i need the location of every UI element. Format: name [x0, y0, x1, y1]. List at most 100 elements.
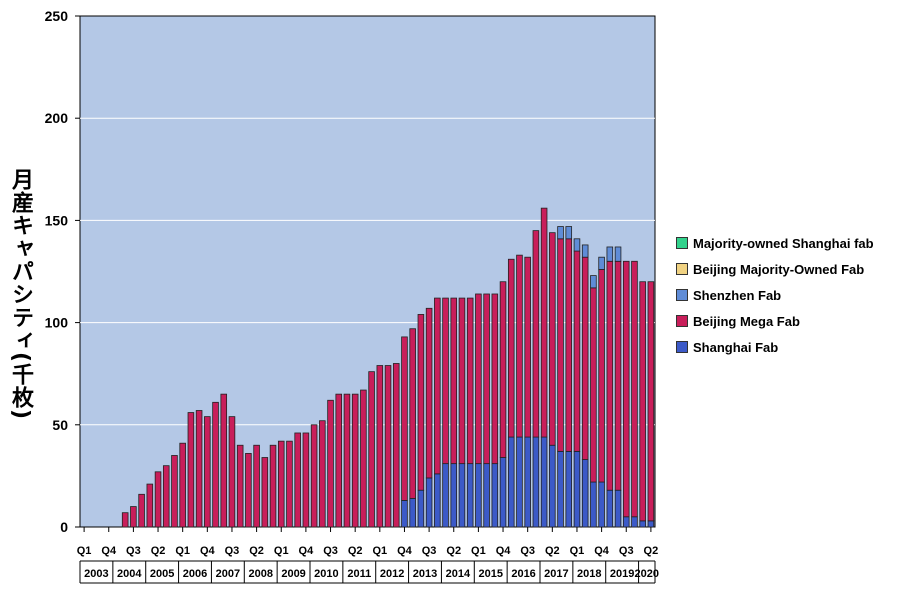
- legend-label: Beijing Majority-Owned Fab: [693, 261, 865, 277]
- bar-segment: [631, 260, 638, 518]
- bar-segment: [401, 500, 408, 528]
- bar-segment: [401, 336, 408, 501]
- year-label: 2005: [150, 568, 174, 580]
- x-tick-label: Q1: [77, 545, 92, 557]
- bar-segment: [269, 444, 277, 528]
- bar-segment: [507, 436, 515, 528]
- bar-segment: [499, 281, 507, 458]
- x-tick-label: Q1: [471, 545, 486, 557]
- bar-segment: [639, 520, 646, 528]
- x-tick-label: Q4: [496, 545, 512, 557]
- legend-swatch: [676, 289, 688, 301]
- bar-segment: [540, 207, 548, 438]
- bar-segment: [466, 463, 474, 528]
- bar-segment: [598, 481, 605, 528]
- bar-segment: [516, 436, 523, 528]
- legend-swatch: [676, 341, 688, 353]
- legend-label: Beijing Mega Fab: [693, 313, 800, 329]
- x-tick-label: Q3: [520, 545, 535, 557]
- bar-segment: [450, 463, 458, 528]
- x-tick-label: Q3: [126, 545, 141, 557]
- x-tick-label: Q2: [644, 545, 659, 557]
- bar-segment: [516, 254, 523, 438]
- bar-segment: [565, 226, 573, 240]
- year-label: 2003: [84, 568, 108, 580]
- bar-segment: [434, 297, 441, 475]
- year-label: 2004: [117, 568, 142, 580]
- bar-segment: [327, 399, 334, 528]
- year-label: 2017: [544, 568, 568, 580]
- x-tick-label: Q4: [397, 545, 413, 557]
- x-tick-label: Q1: [372, 545, 387, 557]
- x-tick-label: Q3: [422, 545, 437, 557]
- bar-segment: [549, 444, 556, 528]
- legend-item: Majority-owned Shanghai fab: [676, 230, 900, 256]
- x-tick-label: Q2: [545, 545, 560, 557]
- bar-segment: [417, 314, 425, 491]
- bar-segment: [368, 371, 375, 528]
- bar-segment: [622, 516, 630, 528]
- bar-segment: [532, 436, 540, 528]
- bar-segment: [647, 520, 655, 528]
- bar-segment: [253, 444, 260, 528]
- x-tick-label: Q2: [151, 545, 166, 557]
- bar-segment: [277, 440, 285, 528]
- bar-segment: [606, 489, 614, 528]
- x-tick-label: Q3: [323, 545, 338, 557]
- bar-segment: [442, 463, 449, 528]
- x-tick-label: Q3: [619, 545, 634, 557]
- bar-segment: [581, 459, 589, 528]
- legend-item: Shanghai Fab: [676, 334, 900, 360]
- bar-segment: [532, 230, 540, 438]
- year-label: 2020: [635, 568, 659, 580]
- bar-segment: [376, 365, 384, 528]
- year-label: 2014: [446, 568, 471, 580]
- bar-segment: [130, 506, 137, 528]
- bar-segment: [540, 436, 548, 528]
- bar-segment: [614, 489, 622, 528]
- bar-segment: [236, 444, 244, 528]
- bar-segment: [261, 457, 269, 528]
- bar-segment: [631, 516, 638, 528]
- bar-segment: [499, 457, 507, 528]
- y-tick-label: 100: [45, 315, 69, 331]
- y-tick-label: 200: [45, 110, 69, 126]
- y-tick-label: 150: [45, 212, 69, 228]
- bar-segment: [491, 463, 499, 528]
- legend-label: Shenzhen Fab: [693, 287, 782, 303]
- bar-segment: [483, 293, 490, 465]
- bar-segment: [483, 463, 490, 528]
- bar-segment: [351, 393, 359, 528]
- bar-segment: [294, 432, 301, 528]
- bar-segment: [590, 287, 597, 483]
- bar-segment: [392, 363, 400, 528]
- bar-segment: [590, 481, 597, 528]
- y-tick-label: 250: [45, 8, 69, 24]
- x-tick-label: Q2: [446, 545, 461, 557]
- legend-item: Shenzhen Fab: [676, 282, 900, 308]
- bar-segment: [228, 416, 236, 528]
- bar-segment: [581, 256, 589, 460]
- bar-segment: [598, 269, 605, 483]
- bar-segment: [573, 450, 581, 528]
- bar-segment: [409, 497, 416, 528]
- legend-swatch: [676, 263, 688, 275]
- bar-segment: [220, 393, 228, 528]
- bar-segment: [491, 293, 499, 465]
- bar-segment: [425, 477, 433, 528]
- bar-segment: [187, 412, 195, 528]
- x-tick-label: Q3: [225, 545, 240, 557]
- x-tick-label: Q1: [570, 545, 585, 557]
- bar-segment: [507, 258, 515, 438]
- bar-segment: [360, 389, 367, 528]
- x-tick-label: Q4: [594, 545, 610, 557]
- bar-segment: [565, 450, 573, 528]
- year-label: 2019: [610, 568, 634, 580]
- bar-segment: [154, 471, 162, 528]
- bar-segment: [466, 297, 474, 465]
- legend-item: Beijing Mega Fab: [676, 308, 900, 334]
- bar-segment: [384, 365, 392, 528]
- bar-segment: [195, 410, 203, 528]
- bar-segment: [458, 463, 466, 528]
- bar-segment: [622, 260, 630, 518]
